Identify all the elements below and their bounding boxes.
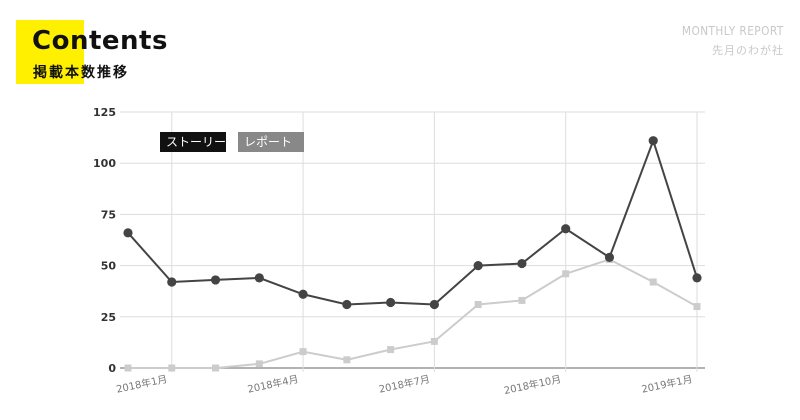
legend-swatch bbox=[160, 132, 226, 152]
y-tick-label: 75 bbox=[101, 208, 116, 221]
legend-label: レポート bbox=[244, 135, 292, 149]
data-point bbox=[123, 228, 133, 238]
data-point bbox=[561, 224, 571, 234]
x-tick-label: 2018年7月 bbox=[378, 372, 431, 395]
data-point bbox=[562, 270, 570, 278]
report-subtitle: 先月のわが社 bbox=[712, 44, 784, 57]
y-tick-label: 50 bbox=[101, 260, 117, 273]
data-point bbox=[430, 337, 438, 345]
data-point bbox=[299, 348, 307, 356]
data-point bbox=[474, 301, 482, 309]
data-point bbox=[387, 346, 395, 354]
y-tick-label: 125 bbox=[93, 106, 116, 119]
data-point bbox=[648, 136, 658, 146]
data-point bbox=[167, 277, 177, 287]
data-point bbox=[168, 364, 176, 372]
y-tick-label: 0 bbox=[108, 362, 116, 375]
data-point bbox=[693, 303, 701, 311]
data-point bbox=[604, 252, 615, 263]
accent-block bbox=[16, 20, 84, 84]
data-point bbox=[255, 360, 263, 368]
data-point bbox=[342, 299, 352, 310]
page-title: Contents bbox=[32, 26, 168, 56]
data-point bbox=[473, 261, 483, 271]
data-point bbox=[124, 364, 132, 372]
y-tick-label: 100 bbox=[93, 157, 116, 170]
series-line bbox=[128, 258, 698, 369]
y-tick-label: 25 bbox=[101, 311, 116, 324]
x-tick-label: 2018年1月 bbox=[115, 372, 168, 395]
series-line bbox=[127, 137, 698, 306]
data-point bbox=[212, 364, 220, 372]
chart-series bbox=[123, 136, 702, 372]
legend-label: ストーリー bbox=[166, 135, 226, 149]
data-point bbox=[692, 273, 702, 283]
data-point bbox=[649, 278, 657, 286]
data-point bbox=[429, 299, 439, 310]
chart-legend: ストーリー レポート bbox=[160, 132, 304, 152]
page-subtitle: 掲載本数推移 bbox=[33, 65, 129, 81]
report-title: MONTHLY REPORT bbox=[682, 24, 784, 38]
data-point bbox=[518, 296, 526, 304]
data-point bbox=[210, 275, 221, 285]
data-point bbox=[254, 273, 264, 283]
x-tick-label: 2019年1月 bbox=[640, 372, 693, 395]
legend-swatch bbox=[238, 132, 304, 152]
x-tick-label: 2018年10月 bbox=[503, 372, 563, 397]
data-point bbox=[517, 258, 527, 269]
x-tick-label: 2018年4月 bbox=[246, 372, 299, 395]
data-point bbox=[386, 297, 396, 308]
data-point bbox=[343, 356, 351, 364]
data-point bbox=[298, 289, 308, 299]
